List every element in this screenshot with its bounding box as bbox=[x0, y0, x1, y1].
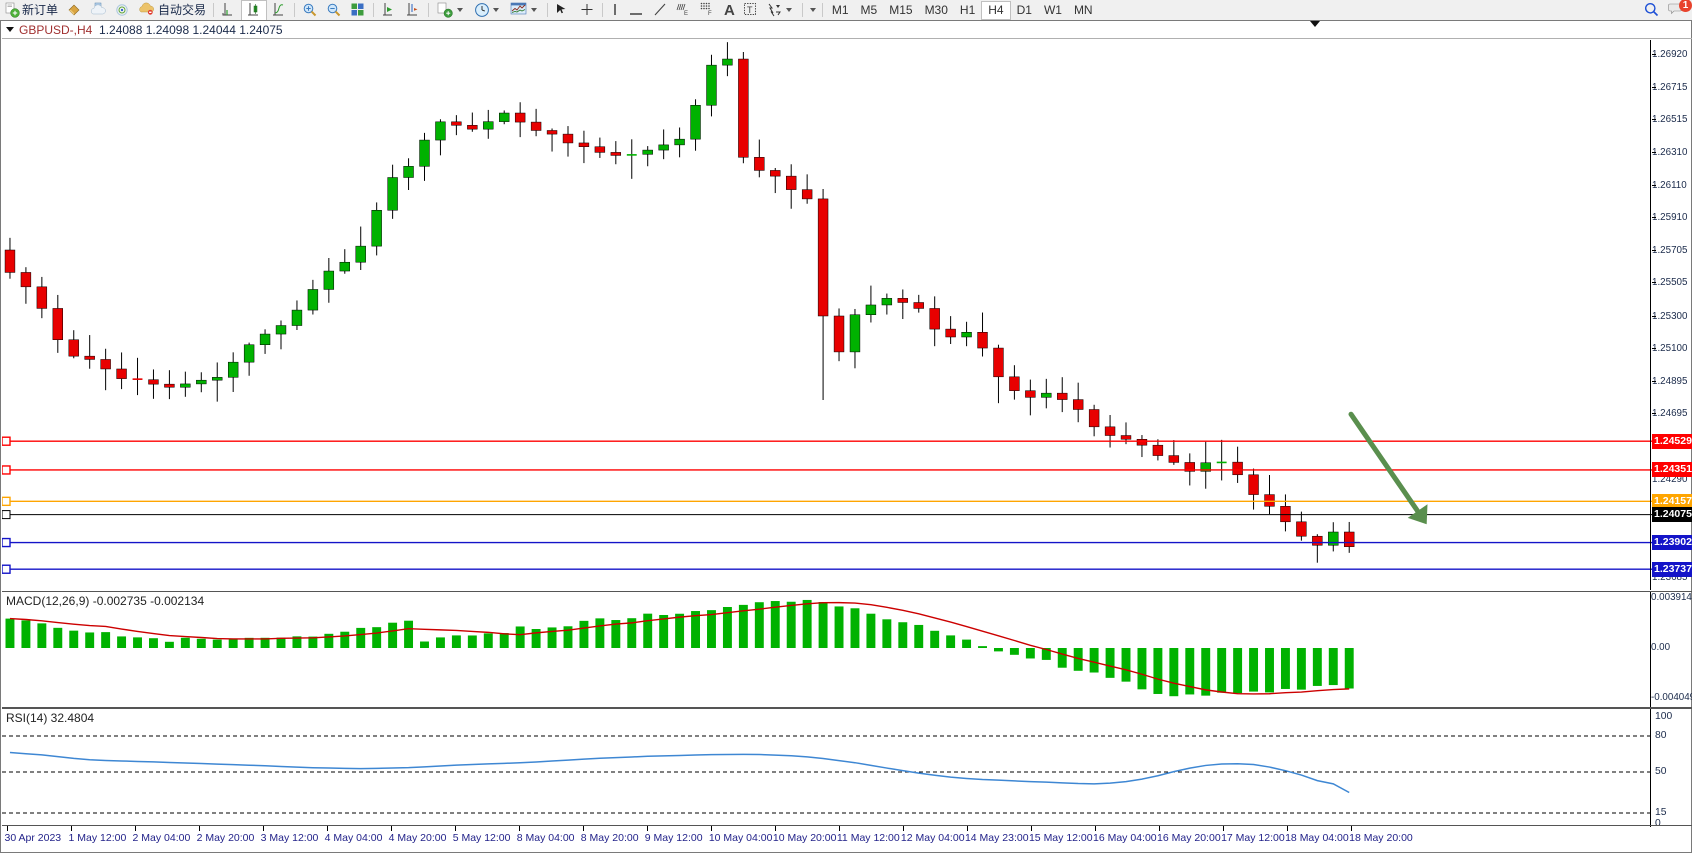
svg-text:T: T bbox=[747, 5, 753, 15]
svg-text:F: F bbox=[708, 11, 712, 17]
svg-text:E: E bbox=[684, 11, 688, 17]
